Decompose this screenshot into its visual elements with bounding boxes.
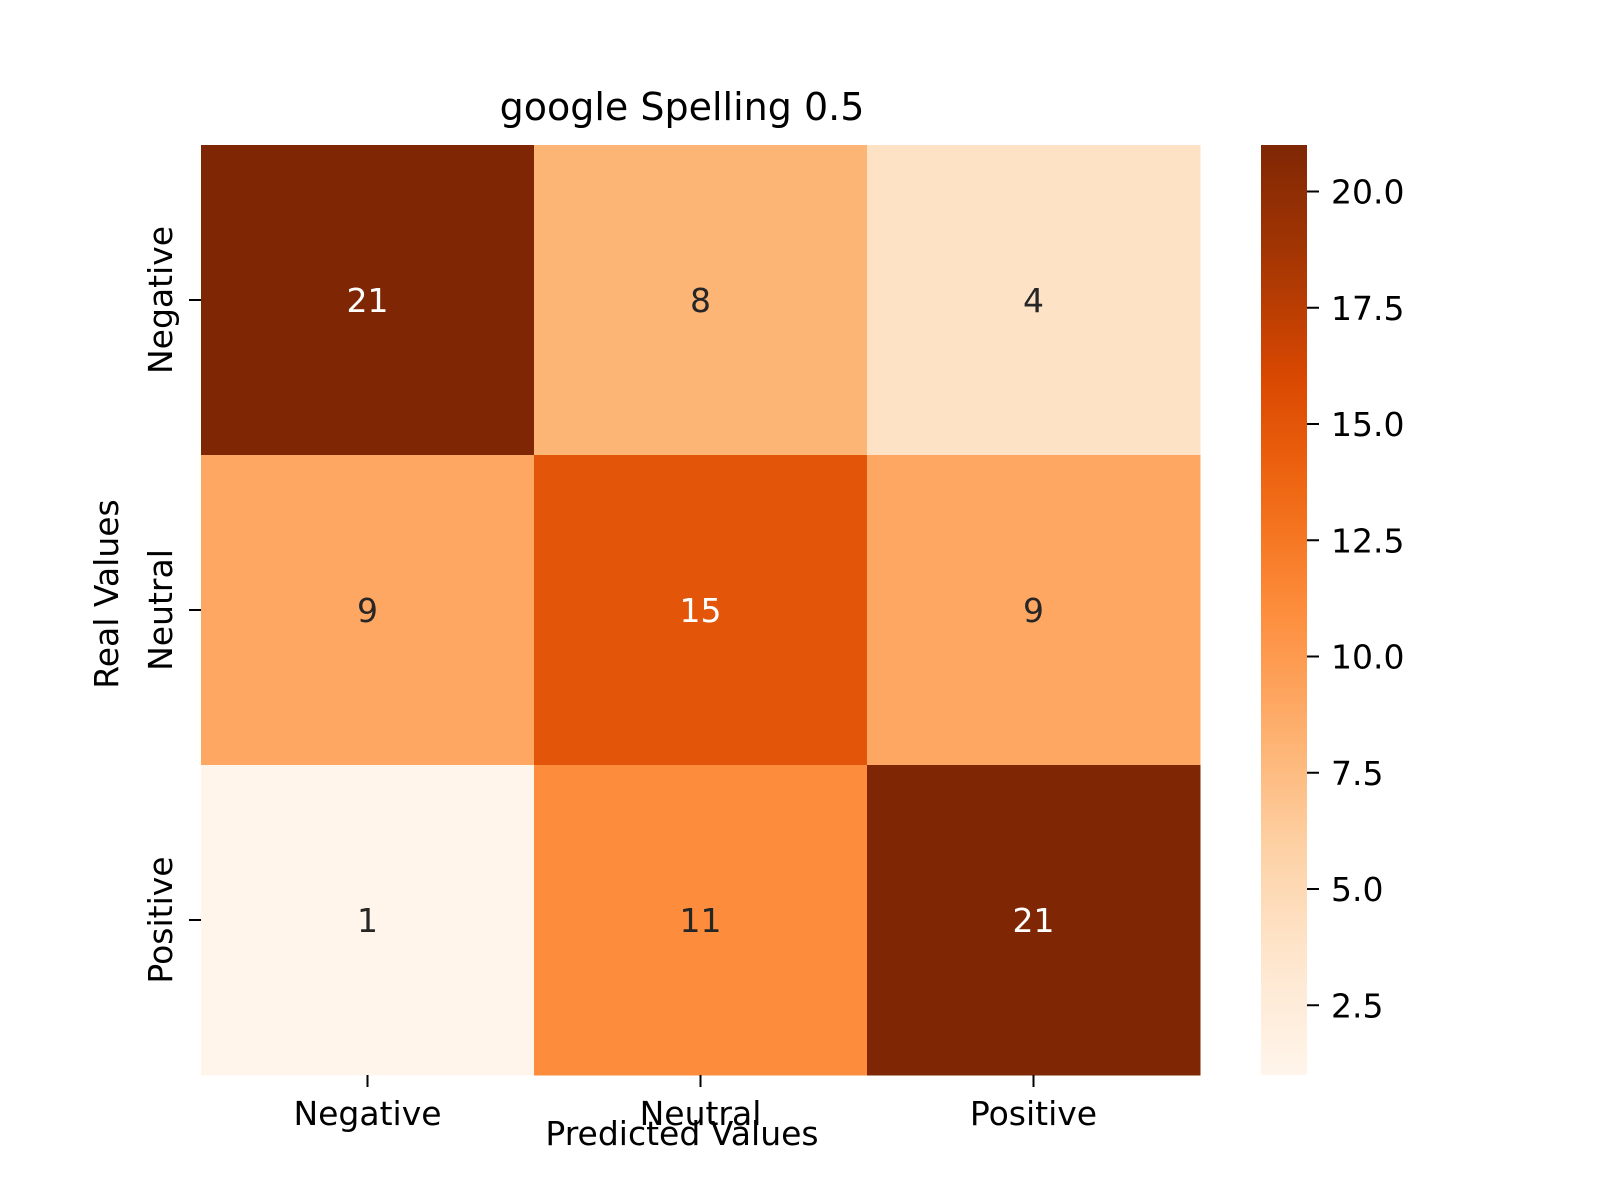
colorbar-tick-label: 5.0 [1331, 870, 1383, 909]
x-tick-label: Negative [293, 1094, 441, 1133]
heatmap-cell [867, 145, 1201, 456]
heatmap-cell [534, 765, 868, 1076]
colorbar-tick-label: 15.0 [1331, 405, 1404, 444]
colorbar-tick-label: 12.5 [1331, 521, 1404, 560]
y-tick-label: Negative [141, 226, 180, 374]
colorbar-gradient [1261, 145, 1307, 1075]
y-axis-label: Real Values [87, 499, 126, 688]
heatmap-cells [201, 145, 1201, 1076]
heatmap-cell-label: 21 [347, 281, 389, 320]
heatmap-cell [534, 455, 868, 766]
heatmap-cell-label: 15 [680, 591, 722, 630]
colorbar-tick-label: 20.0 [1331, 173, 1404, 212]
heatmap-cell [201, 765, 535, 1076]
colorbar-tick-label: 2.5 [1331, 986, 1383, 1025]
heatmap-cell [201, 145, 535, 456]
heatmap-cell [534, 145, 868, 456]
x-tick-label: Neutral [640, 1094, 762, 1133]
colorbar-tick-label: 7.5 [1331, 754, 1383, 793]
x-tick-label: Positive [970, 1094, 1097, 1133]
heatmap-cell-label: 9 [1023, 591, 1044, 630]
chart-title: google Spelling 0.5 [500, 85, 865, 129]
heatmap-cell-label: 4 [1023, 281, 1044, 320]
y-tick-label: Positive [141, 856, 180, 983]
heatmap-cell-label: 8 [690, 281, 711, 320]
heatmap-cell-label: 21 [1013, 901, 1055, 940]
heatmap-cell [201, 455, 535, 766]
heatmap-cell-label: 9 [357, 591, 378, 630]
x-axis: Negative Neutral Positive [293, 1075, 1097, 1133]
heatmap-cell [867, 765, 1201, 1076]
colorbar-tick-label: 17.5 [1331, 289, 1404, 328]
colorbar-tick-label: 10.0 [1331, 638, 1404, 677]
colorbar: 2.5 5.0 7.5 10.0 12.5 15.0 17.5 20.0 [1261, 145, 1404, 1075]
heatmap-cell-labels: 21 8 49 15 91 11 21 [347, 281, 1055, 940]
heatmap-cell-label: 1 [357, 901, 378, 940]
heatmap-cell-label: 11 [680, 901, 722, 940]
heatmap-cell [867, 455, 1201, 766]
y-tick-label: Neutral [141, 549, 180, 671]
x-axis-label: Predicted Values [545, 1114, 818, 1153]
y-axis: Negative Neutral Positive [141, 226, 201, 984]
